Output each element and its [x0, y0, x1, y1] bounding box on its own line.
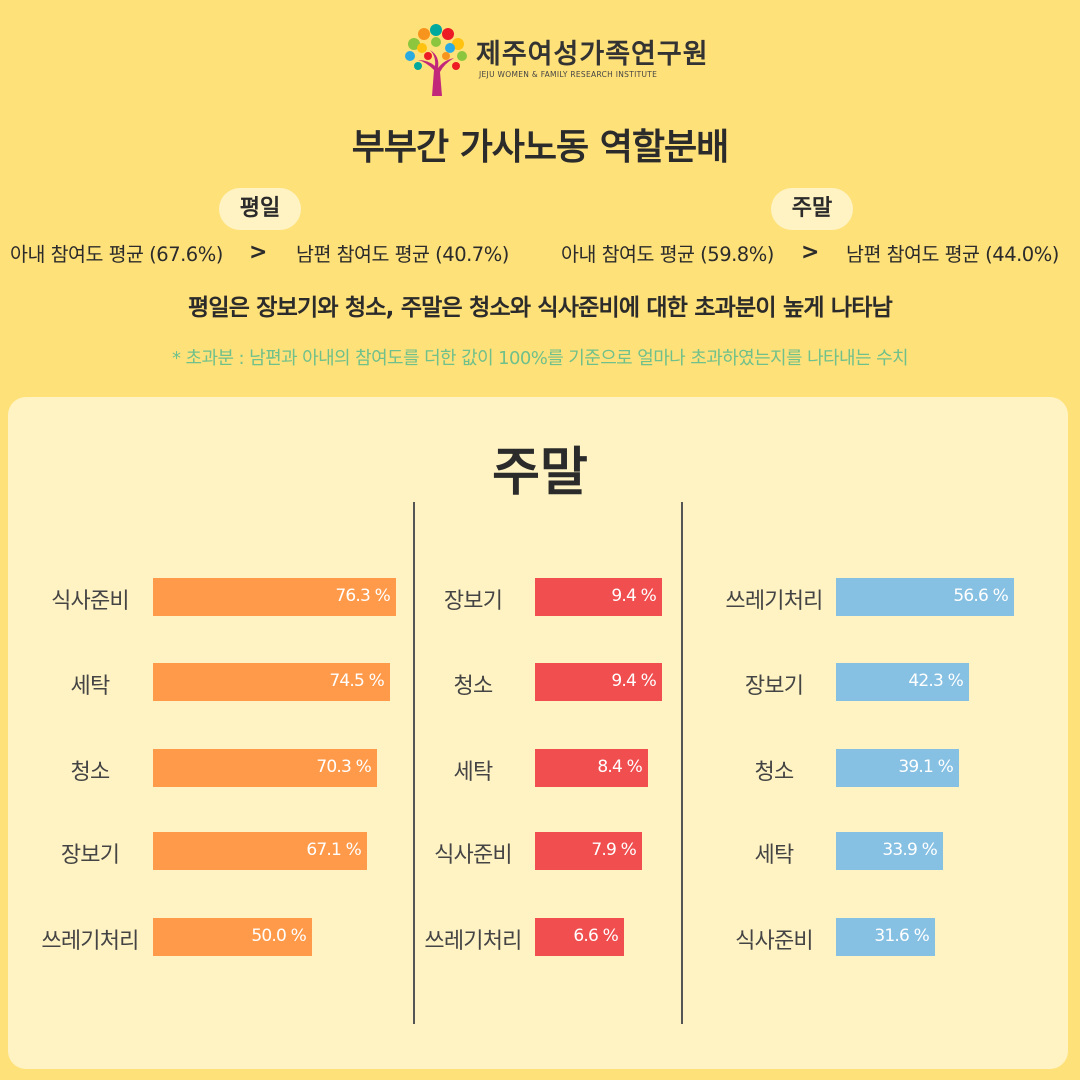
chart-panel — [8, 397, 1068, 1069]
category-label: 세탁 — [453, 760, 494, 785]
bar: 9.4 % — [535, 663, 662, 701]
bar-value-label: 42.3 % — [908, 671, 963, 691]
bar-value-label: 9.4 % — [611, 586, 656, 606]
bar-value-label: 50.0 % — [251, 926, 306, 946]
bar: 50.0 % — [153, 918, 312, 956]
page-title: 부부간 가사노동 역할분배 — [351, 127, 729, 168]
logo-name-ko: 제주여성가족연구원 — [476, 39, 709, 70]
column-divider — [681, 502, 683, 1024]
category-label: 식사준비 — [434, 843, 513, 868]
bar-value-label: 6.6 % — [573, 926, 618, 946]
bar: 74.5 % — [153, 663, 390, 701]
weekend-husband-average: 남편 참여도 평균 (44.0%) — [846, 243, 1059, 266]
bar: 31.6 % — [836, 918, 935, 956]
bar-value-label: 8.4 % — [597, 757, 642, 777]
bar-value-label: 56.6 % — [953, 586, 1008, 606]
weekend-greater-than: > — [801, 240, 820, 265]
bar: 33.9 % — [836, 832, 943, 870]
category-label: 청소 — [453, 674, 494, 699]
category-label: 장보기 — [744, 674, 804, 699]
bar: 76.3 % — [153, 578, 396, 616]
bar: 42.3 % — [836, 663, 969, 701]
logo: 제주여성가족연구원 JEJU WOMEN & FAMILY RESEARCH I… — [400, 22, 708, 98]
bar: 70.3 % — [153, 749, 377, 787]
bar-value-label: 33.9 % — [882, 840, 937, 860]
column-divider — [413, 502, 415, 1024]
category-label: 청소 — [70, 760, 111, 785]
bar-value-label: 76.3 % — [335, 586, 390, 606]
weekday-badge: 평일 — [219, 188, 301, 230]
category-label: 세탁 — [754, 843, 795, 868]
category-label: 식사준비 — [51, 589, 130, 614]
weekday-greater-than: > — [249, 240, 268, 265]
bar-value-label: 7.9 % — [591, 840, 636, 860]
bar-value-label: 9.4 % — [611, 671, 656, 691]
category-label: 쓰레기처리 — [41, 929, 139, 954]
logo-name-en: JEJU WOMEN & FAMILY RESEARCH INSTITUTE — [479, 70, 658, 79]
category-label: 장보기 — [443, 589, 503, 614]
bar: 56.6 % — [836, 578, 1014, 616]
weekday-wife-average: 아내 참여도 평균 (67.6%) — [10, 243, 223, 266]
bar-value-label: 39.1 % — [898, 757, 953, 777]
bar-value-label: 31.6 % — [874, 926, 929, 946]
bar: 7.9 % — [535, 832, 642, 870]
bar: 39.1 % — [836, 749, 959, 787]
weekday-husband-average: 남편 참여도 평균 (40.7%) — [296, 243, 509, 266]
summary-text: 평일은 장보기와 청소, 주말은 청소와 식사준비에 대한 초과분이 높게 나타… — [188, 295, 893, 321]
chart-panel-title: 주말 — [492, 443, 588, 503]
footnote: * 초과분 : 남편과 아내의 참여도를 더한 값이 100%를 기준으로 얼마… — [172, 348, 909, 369]
category-label: 청소 — [754, 760, 795, 785]
weekend-wife-average: 아내 참여도 평균 (59.8%) — [561, 243, 774, 266]
category-label: 쓰레기처리 — [725, 589, 823, 614]
bar: 8.4 % — [535, 749, 648, 787]
bar-value-label: 70.3 % — [316, 757, 371, 777]
category-label: 세탁 — [70, 674, 111, 699]
bar-value-label: 67.1 % — [306, 840, 361, 860]
bar: 6.6 % — [535, 918, 624, 956]
tree-logo-icon — [405, 24, 467, 96]
category-label: 장보기 — [60, 843, 120, 868]
bar-value-label: 74.5 % — [329, 671, 384, 691]
bar: 9.4 % — [535, 578, 662, 616]
weekend-badge: 주말 — [771, 188, 853, 230]
bar: 67.1 % — [153, 832, 367, 870]
category-label: 식사준비 — [735, 929, 814, 954]
category-label: 쓰레기처리 — [424, 929, 522, 954]
